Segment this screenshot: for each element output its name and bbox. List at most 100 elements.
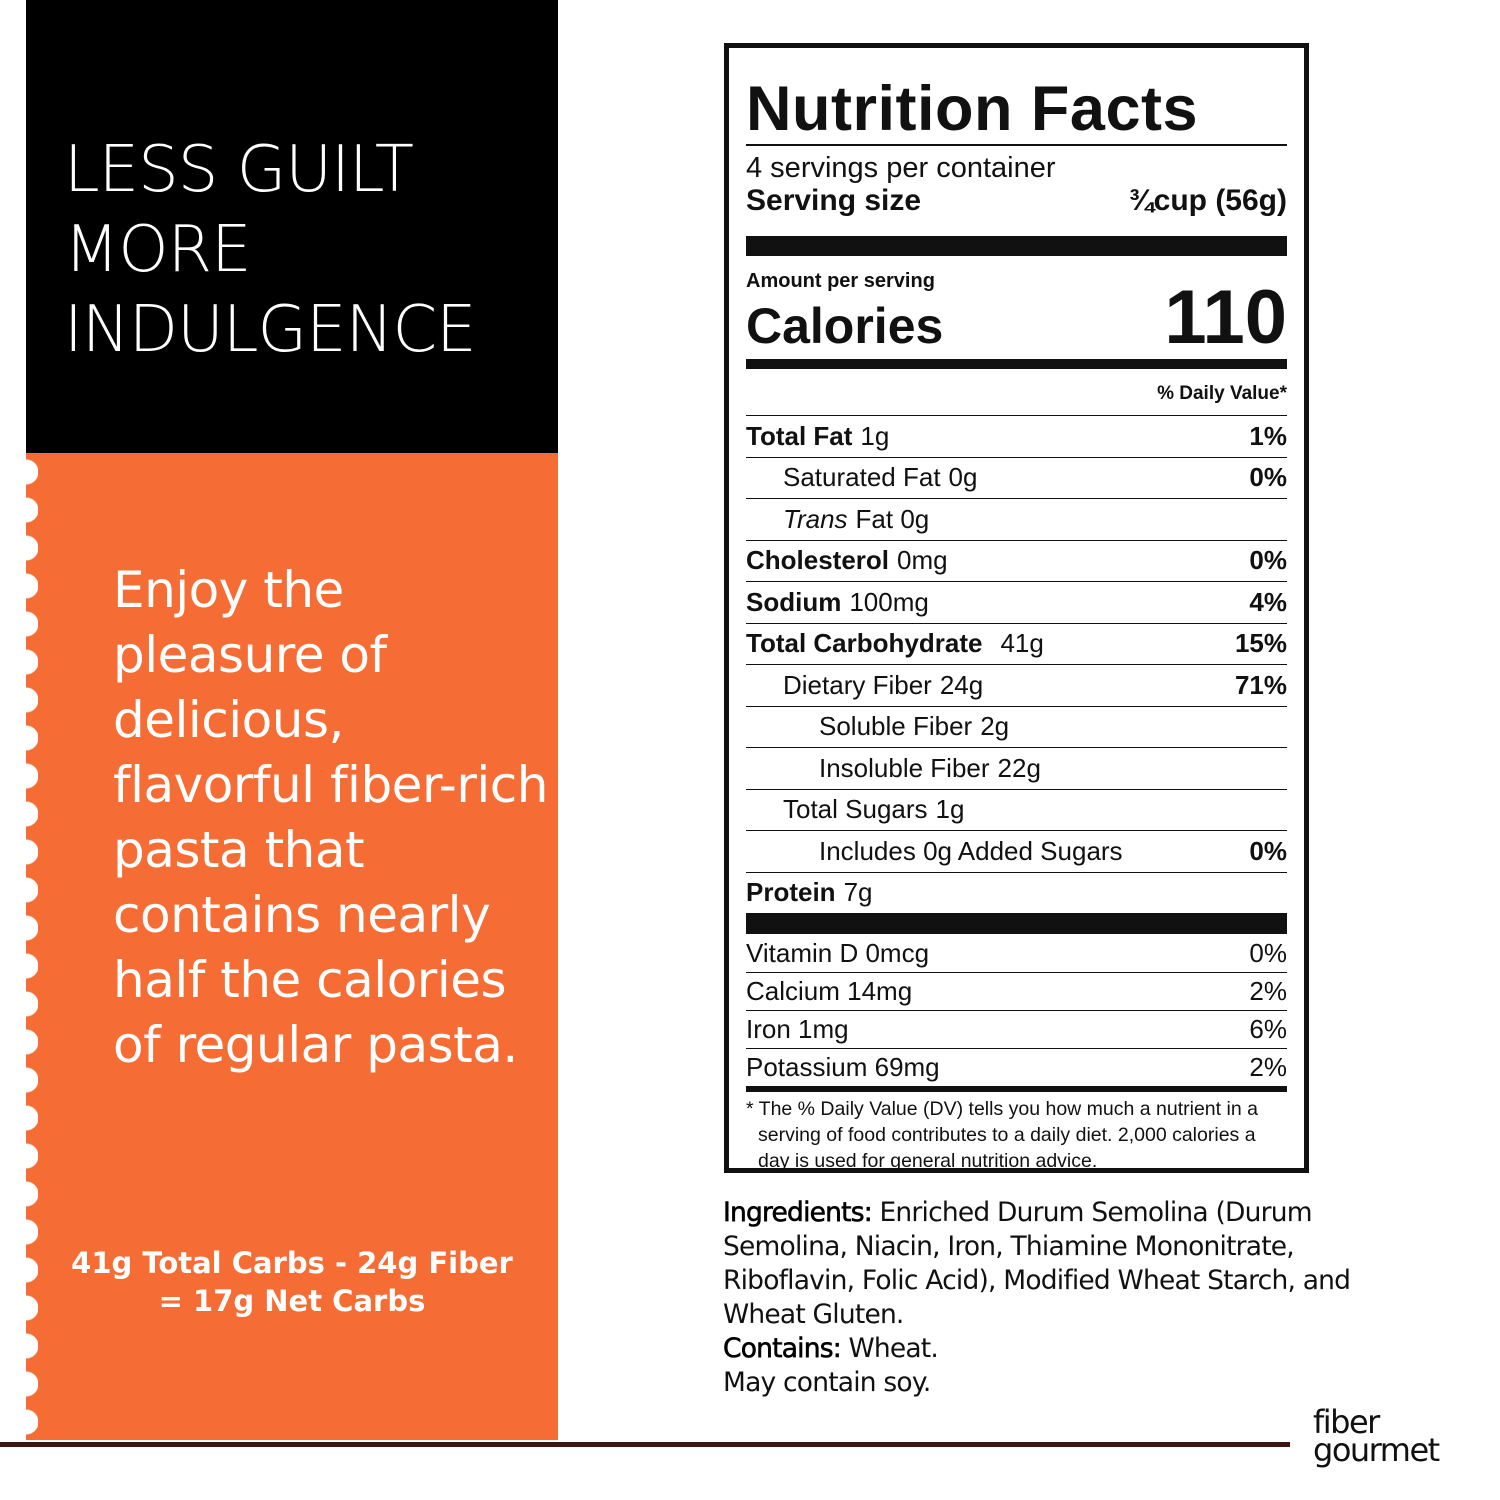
- nutrient-amount: 22g: [997, 752, 1041, 783]
- headline-panel: [26, 0, 558, 453]
- nutrient-name: Total Carbohydrate 41g: [746, 628, 1044, 659]
- ingredients: Ingredients: Enriched Durum Semolina (Du…: [723, 1196, 1363, 1400]
- vitamin-dv: 2%: [1249, 976, 1287, 1006]
- nutrient-name: Protein 7g: [746, 877, 873, 908]
- vitamin-name: Potassium 69mg: [746, 1052, 940, 1082]
- net-carbs: 41g Total Carbs - 24g Fiber = 17g Net Ca…: [26, 1244, 558, 1320]
- nutrient-row: Includes 0g Added Sugars 0%: [746, 830, 1287, 872]
- nutrient-name: Dietary Fiber 24g: [746, 670, 983, 701]
- vitamin-name: Iron 1mg: [746, 1014, 849, 1044]
- nutrient-name: Insoluble Fiber 22g: [746, 753, 1041, 784]
- nutrient-row: Total Carbohydrate 41g 15%: [746, 622, 1287, 665]
- nutrient-row: Trans Fat 0g: [746, 498, 1287, 540]
- nutrient-row: Insoluble Fiber 22g: [746, 747, 1287, 789]
- nutrient-label: Insoluble Fiber: [819, 752, 990, 783]
- vitamin-dv: 6%: [1249, 1014, 1287, 1044]
- nutrient-label: Protein: [746, 877, 836, 908]
- medium-divider: [746, 1086, 1287, 1092]
- vitamin-name: Vitamin D 0mcg: [746, 937, 930, 968]
- nutrient-amount: 0g: [948, 462, 978, 493]
- nutrient-name: Total Sugars 1g: [746, 794, 964, 825]
- serving-size: Serving size ¾cup (56g): [746, 184, 1287, 218]
- orange-panel: [26, 453, 558, 1440]
- body-copy: Enjoy the pleasure of delicious, flavorf…: [113, 561, 548, 1074]
- nutrient-amount: 1g: [860, 420, 890, 451]
- vitamin-name: Calcium 14mg: [746, 976, 913, 1006]
- brand-logo: fiber gourmet: [1313, 1403, 1440, 1469]
- nutrient-amount: 1g: [935, 794, 965, 825]
- nutrient-name: Trans Fat 0g: [746, 504, 929, 535]
- nutrient-label: Cholesterol: [746, 545, 890, 576]
- nutrient-daily-value: 0%: [1249, 462, 1287, 493]
- servings-per-container: 4 servings per container: [746, 152, 1056, 184]
- nutrient-label: Sodium: [746, 586, 842, 617]
- nutrient-row: Total Sugars 1g: [746, 788, 1287, 831]
- vitamin-dv: 2%: [1249, 1052, 1287, 1082]
- nutrient-daily-value: 0%: [1249, 545, 1287, 576]
- label-title: Nutrition Facts: [746, 74, 1199, 144]
- nutrient-row: Soluble Fiber 2g: [746, 705, 1287, 748]
- thick-divider: [746, 236, 1287, 256]
- vitamin-dv: 0%: [1249, 937, 1287, 968]
- serving-size-value: ¾cup (56g): [1128, 184, 1287, 217]
- nutrient-row: Cholesterol 0mg 0%: [746, 539, 1287, 582]
- nutrient-row: Total Fat 1g 1%: [746, 415, 1287, 457]
- nutrient-label: Total Fat: [746, 420, 853, 451]
- nutrient-amount: 7g: [843, 877, 873, 908]
- net-carbs-line: = 17g Net Carbs: [158, 1284, 426, 1318]
- nutrient-name: Includes 0g Added Sugars: [746, 836, 1131, 867]
- daily-value-header: % Daily Value*: [1157, 383, 1287, 404]
- headline-line: LESS GUILT: [64, 133, 414, 207]
- headline-line: MORE: [64, 213, 251, 287]
- logo-line: gourmet: [1313, 1431, 1440, 1469]
- vitamin-row: Vitamin D 0mcg 0%: [746, 934, 1287, 972]
- nutrient-label: Soluble Fiber: [819, 711, 973, 742]
- scalloped-edge: [14, 453, 38, 1440]
- bottom-rule: [0, 1442, 1290, 1447]
- nutrient-daily-value: 0%: [1249, 835, 1287, 866]
- nutrient-amount: Fat 0g: [855, 503, 930, 534]
- vitamin-row: Calcium 14mg 2%: [746, 972, 1287, 1010]
- medium-divider: [746, 359, 1287, 369]
- nutrient-label: Dietary Fiber: [783, 669, 932, 700]
- nutrient-amount: 100mg: [849, 586, 929, 617]
- serving-size-label: Serving size: [746, 184, 922, 217]
- contains-text: Wheat.: [840, 1333, 939, 1364]
- nutrient-name: Cholesterol 0mg: [746, 545, 948, 576]
- vitamin-list: Vitamin D 0mcg 0% Calcium 14mg 2% Iron 1mg 6%…: [746, 934, 1287, 1086]
- nutrient-name: Saturated Fat 0g: [746, 462, 977, 493]
- vitamin-row: Potassium 69mg 2%: [746, 1048, 1287, 1086]
- nutrient-amount: 24g: [939, 669, 984, 700]
- nutrient-label: Saturated Fat: [783, 462, 941, 493]
- nutrient-row: Sodium 100mg 4%: [746, 581, 1287, 623]
- logo-line: fiber: [1313, 1403, 1380, 1441]
- nutrient-name: Sodium 100mg: [746, 587, 929, 618]
- headline: LESS GUILT MORE INDULGENCE: [64, 130, 477, 370]
- vitamin-row: Iron 1mg 6%: [746, 1010, 1287, 1048]
- nutrient-amount: 2g: [980, 711, 1010, 742]
- nutrient-label: Includes 0g Added Sugars: [819, 835, 1123, 866]
- calories-value: 110: [1164, 275, 1287, 360]
- nutrition-facts-label: Nutrition Facts 4 servings per container…: [724, 43, 1309, 1173]
- ingredients-text: Enriched Durum Semolina (Durum Semolina,…: [723, 1197, 1351, 1330]
- calories-label: Calories: [746, 298, 944, 354]
- footnote: * The % Daily Value (DV) tells you how m…: [746, 1098, 1258, 1172]
- amount-per-serving: Amount per serving: [746, 270, 935, 292]
- nutrient-daily-value: 4%: [1249, 586, 1287, 617]
- nutrient-daily-value: 15%: [1234, 628, 1287, 659]
- nutrient-daily-value: 71%: [1234, 669, 1287, 700]
- nutrient-name: Soluble Fiber 2g: [746, 711, 1009, 742]
- calories-row: Calories 110: [746, 275, 1287, 360]
- nutrient-amount: 0mg: [897, 545, 948, 576]
- nutrient-daily-value: 1%: [1249, 420, 1287, 451]
- nutrient-name: Total Fat 1g: [746, 421, 889, 452]
- ingredients-label: Ingredients:: [723, 1197, 873, 1229]
- nutrient-label: Trans: [783, 503, 848, 534]
- net-carbs-line: 41g Total Carbs - 24g Fiber: [71, 1246, 513, 1280]
- thick-divider: [746, 913, 1287, 934]
- nutrient-row: Saturated Fat 0g 0%: [746, 456, 1287, 499]
- nutrient-label: Total Carbohydrate: [746, 628, 983, 659]
- nutrient-list: Total Fat 1g 1% Saturated Fat 0g 0% Trans Fat 0…: [746, 415, 1287, 913]
- headline-line: INDULGENCE: [64, 293, 477, 367]
- may-contain: May contain soy.: [723, 1367, 931, 1398]
